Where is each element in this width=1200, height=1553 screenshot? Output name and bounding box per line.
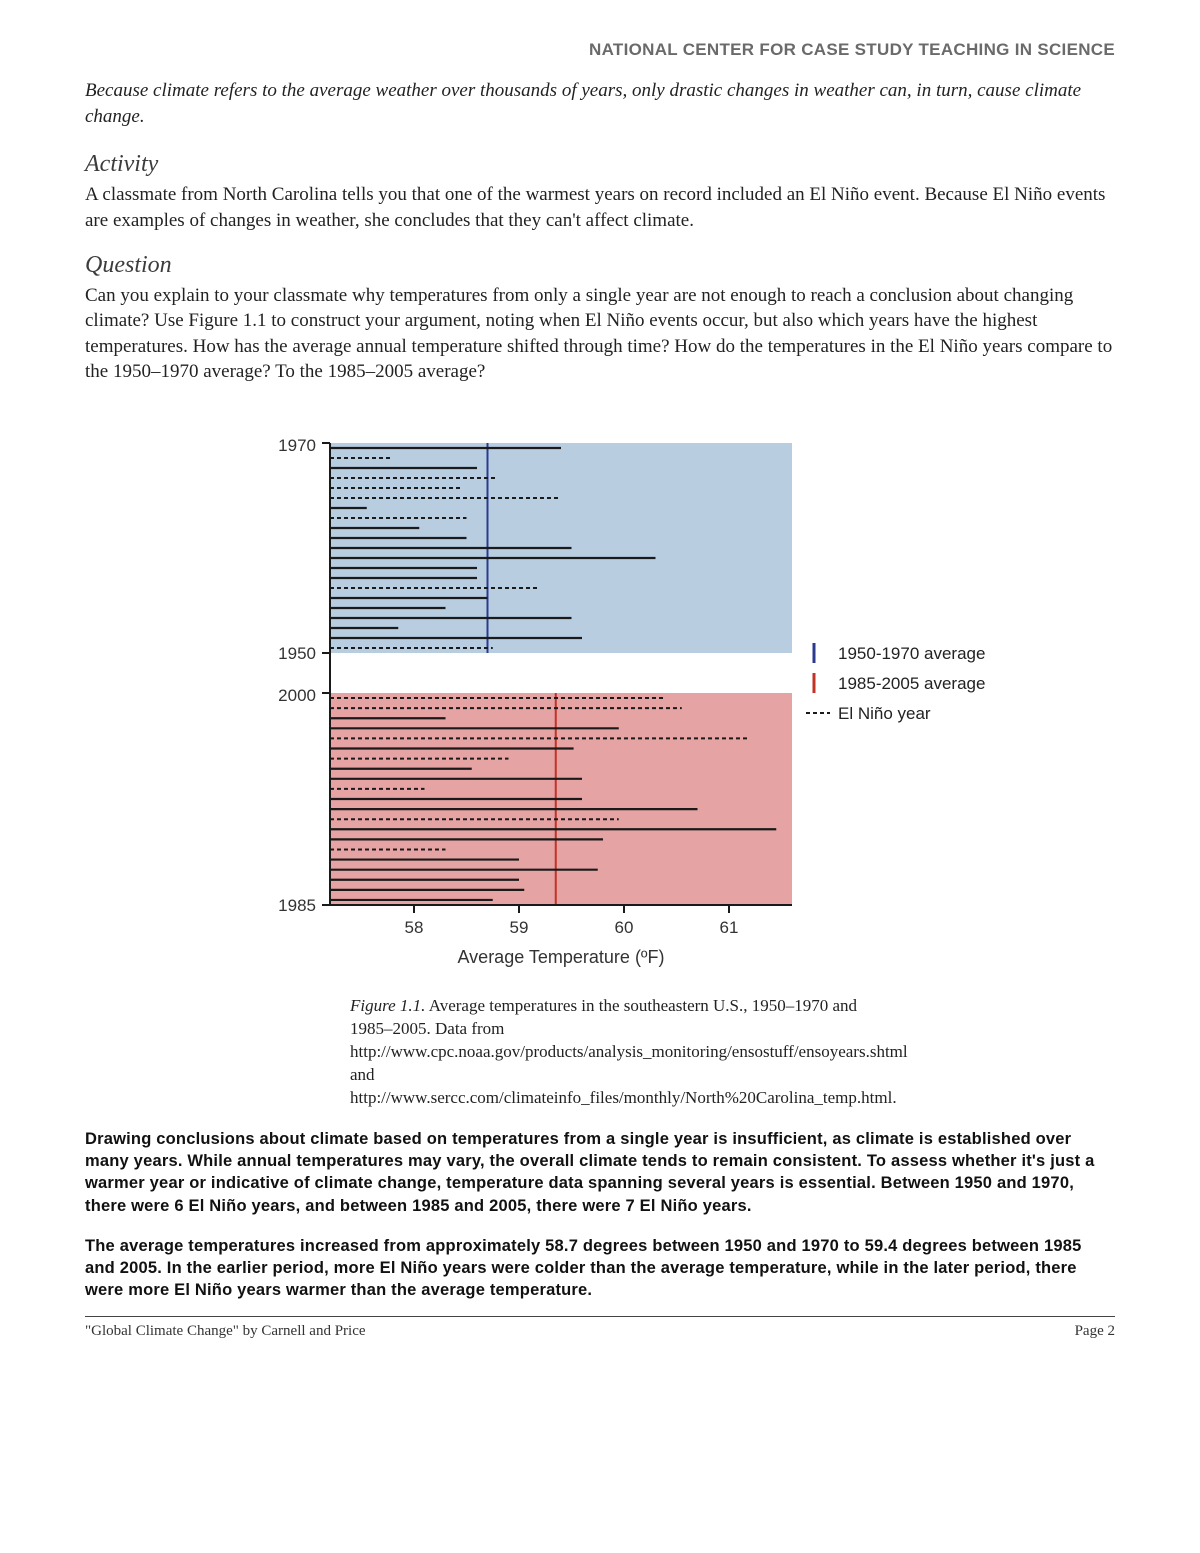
footer-rule (85, 1316, 1115, 1317)
figure-caption: Figure 1.1. Average temperatures in the … (350, 995, 890, 1110)
svg-text:El Niño year: El Niño year (838, 704, 931, 723)
svg-text:1950: 1950 (278, 644, 316, 663)
page-footer: "Global Climate Change" by Carnell and P… (85, 1323, 1115, 1340)
svg-text:Average Temperature (ºF): Average Temperature (ºF) (458, 947, 665, 967)
svg-text:61: 61 (720, 918, 739, 937)
figure-caption-label: Figure 1.1. (350, 996, 425, 1015)
question-text: Can you explain to your classmate why te… (85, 283, 1115, 386)
activity-text: A classmate from North Carolina tells yo… (85, 182, 1115, 233)
footer-page-number: Page 2 (1075, 1323, 1115, 1340)
svg-text:1970: 1970 (278, 436, 316, 455)
question-heading: Question (85, 252, 1115, 279)
footer-source: "Global Climate Change" by Carnell and P… (85, 1323, 366, 1340)
answer-paragraph-1: Drawing conclusions about climate based … (85, 1128, 1115, 1217)
page: NATIONAL CENTER FOR CASE STUDY TEACHING … (0, 0, 1200, 1370)
svg-text:1950-1970 average: 1950-1970 average (838, 644, 985, 663)
svg-text:1985: 1985 (278, 896, 316, 915)
svg-text:1985-2005 average: 1985-2005 average (838, 674, 985, 693)
figure-1-1: 58 59 60 61 1970 1950 2000 1985 Average Temperat… (85, 387, 1115, 1114)
figure-caption-text: Average temperatures in the southeastern… (350, 996, 908, 1107)
document-header: NATIONAL CENTER FOR CASE STUDY TEACHING … (85, 40, 1115, 60)
svg-text:60: 60 (615, 918, 634, 937)
activity-heading: Activity (85, 151, 1115, 178)
answer-paragraph-2: The average temperatures increased from … (85, 1235, 1115, 1302)
svg-text:2000: 2000 (278, 686, 316, 705)
svg-text:59: 59 (510, 918, 529, 937)
svg-text:58: 58 (405, 918, 424, 937)
figure-svg: 58 59 60 61 1970 1950 2000 1985 Average Temperat… (240, 405, 1000, 985)
intro-quote: Because climate refers to the average we… (85, 78, 1115, 129)
